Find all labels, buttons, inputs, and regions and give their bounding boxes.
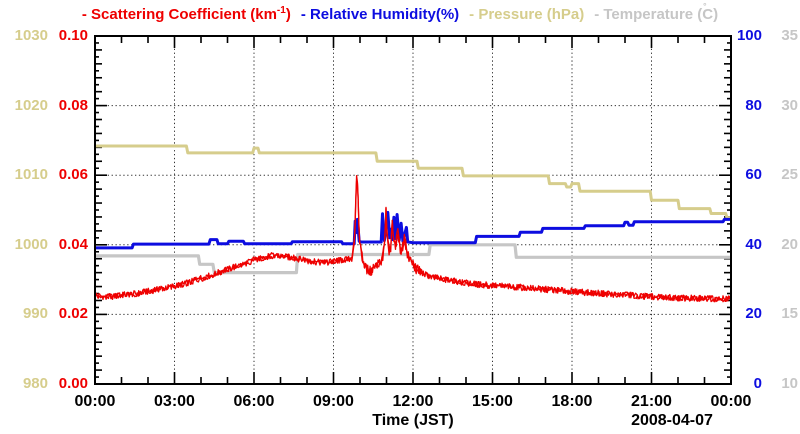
time-axis-tick-label: 15:00 [472,393,513,410]
time-axis-tick-label: 09:00 [313,393,354,410]
pressure-axis-tick-label: 1030 [14,27,48,44]
series-scattering-coefficient [96,175,730,303]
temperature-axis-tick-label: 15 [781,305,798,323]
temperature-axis-tick-label: 25 [781,166,798,184]
time-axis-tick-label: 12:00 [392,393,434,410]
date-label: 2008-04-07 [631,412,713,429]
temperature-axis-tick-label: 10 [781,375,798,392]
time-axis-tick-label: 03:00 [154,393,195,410]
grid-lines [96,37,730,383]
humidity-axis-tick-label: 20 [745,305,762,323]
scattering-axis-tick-label: 0.00 [58,375,88,392]
legend-item-relative-humidity: - Relative Humidity(%) [300,6,460,23]
data-series [96,144,730,303]
time-axis-tick-label: 00:00 [74,393,116,410]
chart-legend: - Scattering Coefficient (km-1) - Relativ… [0,3,800,23]
temperature-axis-tick-label: 35 [781,27,798,44]
time-axis-tick-label: 00:00 [710,393,752,410]
humidity-axis-tick-label: 100 [736,27,762,44]
pressure-axis-tick-label: 1020 [14,96,48,114]
pressure-axis-tick-label: 1010 [14,166,48,184]
scattering-axis-tick-label: 0.10 [58,27,88,44]
pressure-axis-tick-label: 980 [22,375,48,392]
scattering-axis-tick-label: 0.04 [58,235,88,253]
time-axis-tick-label: 21:00 [631,393,672,410]
humidity-axis-tick-label: 0 [753,375,762,392]
humidity-axis-tick-label: 60 [745,166,762,184]
legend-item-scattering-coefficient: - Scattering Coefficient (km-1) [81,5,291,23]
pressure-axis-tick-label: 990 [22,305,48,323]
series-scattering-coefficient [96,180,730,303]
plot-frame [94,35,732,385]
scattering-axis-tick-label: 0.08 [58,96,88,114]
time-axis-tick-label: 06:00 [233,393,275,410]
pressure-axis-tick-label: 1000 [14,235,48,253]
legend-item-temperature: - Temperature (˚C) [594,3,719,23]
temperature-axis-tick-label: 30 [781,96,798,114]
series-relative-humidity [96,210,730,250]
series-temperature [96,243,730,275]
x-axis-title: Time (JST) [372,412,454,429]
time-axis-tick-label: 18:00 [551,393,593,410]
legend-item-pressure: - Pressure (hPa) [469,6,585,23]
humidity-axis-tick-label: 80 [745,96,762,114]
series-pressure [96,144,730,220]
scattering-axis-tick-label: 0.02 [58,305,88,323]
temperature-axis-tick-label: 20 [781,235,798,253]
scattering-axis-tick-label: 0.06 [58,166,88,184]
axis-ticks [94,35,732,385]
humidity-axis-tick-label: 40 [745,235,762,253]
